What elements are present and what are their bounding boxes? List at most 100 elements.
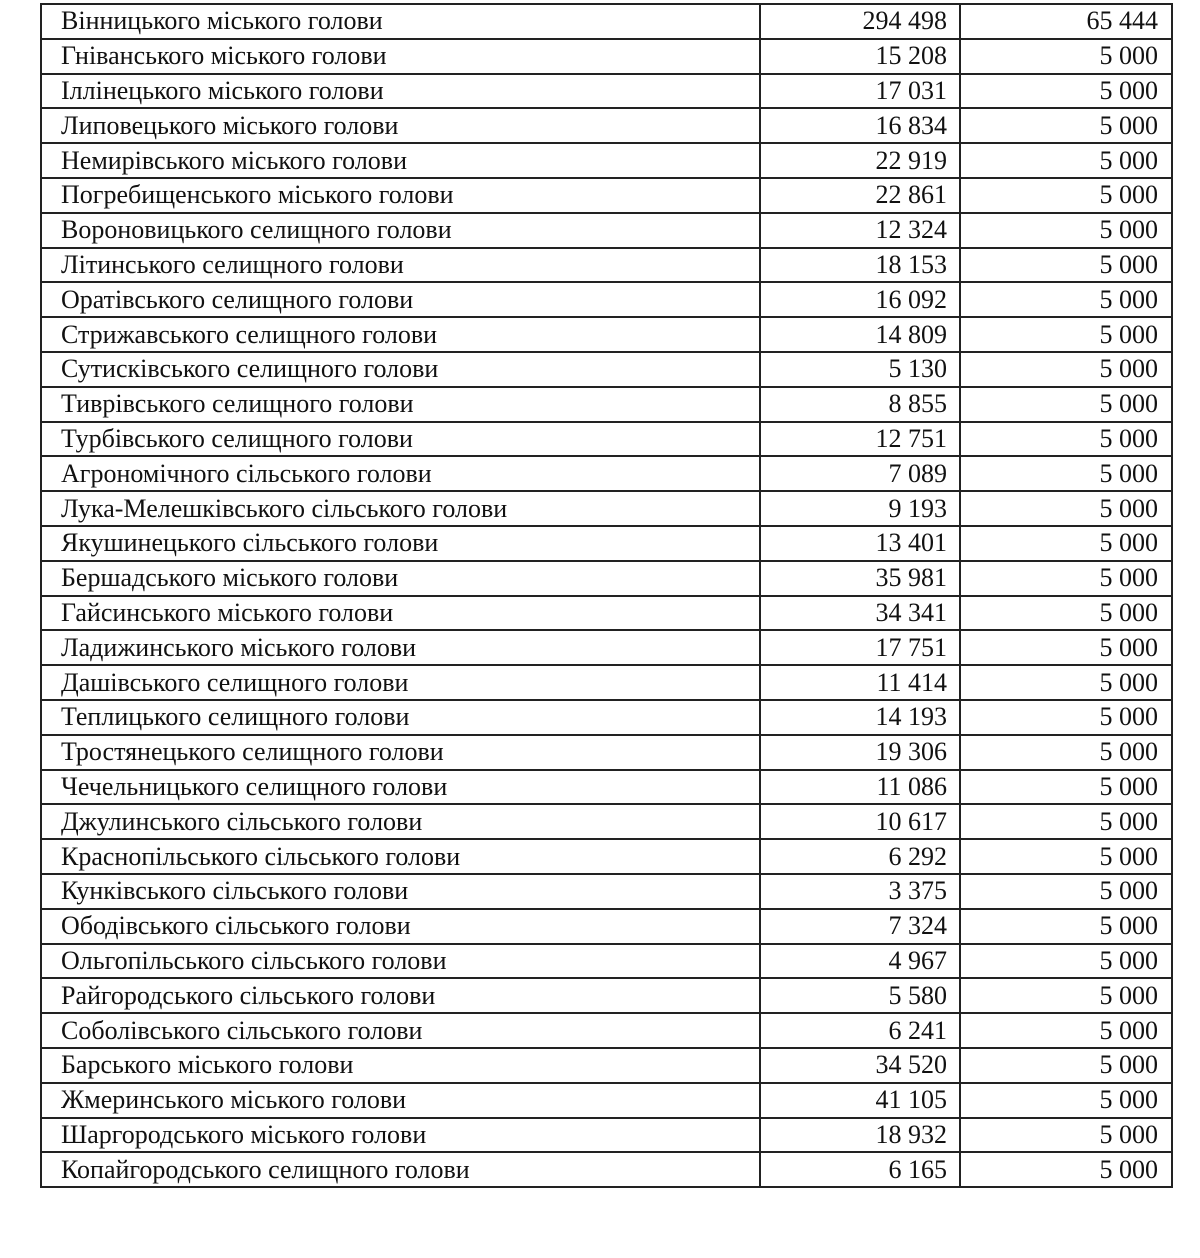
row-name-cell: Вінницького міського голови <box>40 3 761 40</box>
amount-cell: 5 000 <box>959 350 1173 388</box>
amount-cell: 5 000 <box>959 768 1173 806</box>
row-name-cell: Іллінецького міського голови <box>40 72 761 110</box>
row-name-cell: Соболівського сільського голови <box>40 1012 761 1049</box>
table-row: Шаргородського міського голови 18 932 5 00… <box>40 1116 1173 1154</box>
population-cell: 12 751 <box>759 420 961 458</box>
table-row: Оратівського селищного голови 16 092 5 000 <box>40 281 1173 319</box>
table-row: Лука-Мелешківського сільського голови 9 1… <box>40 490 1173 527</box>
population-cell: 4 967 <box>759 942 961 980</box>
table-row: Ладижинського міського голови 17 751 5 000 <box>40 629 1173 667</box>
table-row: Іллінецького міського голови 17 031 5 000 <box>40 72 1173 110</box>
table-row: Райгородського сільського голови 5 580 5 0… <box>40 977 1173 1015</box>
row-name-cell: Дашівського селищного голови <box>40 664 761 701</box>
row-name-cell: Бершадського міського голови <box>40 559 761 597</box>
row-name-cell: Ольгопільського сільського голови <box>40 942 761 980</box>
table-row: Теплицького селищного голови 14 193 5 000 <box>40 698 1173 736</box>
population-cell: 6 241 <box>759 1012 961 1049</box>
row-name-cell: Копайгородського селищного голови <box>40 1151 761 1189</box>
row-name-cell: Лука-Мелешківського сільського голови <box>40 490 761 527</box>
amount-cell: 5 000 <box>959 594 1173 632</box>
amount-cell: 5 000 <box>959 977 1173 1015</box>
row-name-cell: Тростянецького селищного голови <box>40 733 761 771</box>
table-row: Соболівського сільського голови 6 241 5 00… <box>40 1012 1173 1049</box>
table-row: Жмеринського міського голови 41 105 5 000 <box>40 1081 1173 1119</box>
population-cell: 7 089 <box>759 455 961 493</box>
population-cell: 11 414 <box>759 664 961 701</box>
row-name-cell: Погребищенського міського голови <box>40 176 761 214</box>
table-row: Літинського селищного голови 18 153 5 000 <box>40 246 1173 284</box>
amount-cell: 5 000 <box>959 733 1173 771</box>
population-cell: 16 834 <box>759 107 961 145</box>
population-cell: 8 855 <box>759 385 961 423</box>
table-row: Турбівського селищного голови 12 751 5 000 <box>40 420 1173 458</box>
population-cell: 18 153 <box>759 246 961 284</box>
population-cell: 34 341 <box>759 594 961 632</box>
table-row: Копайгородського селищного голови 6 165 5 … <box>40 1151 1173 1189</box>
row-name-cell: Барського міського голови <box>40 1046 761 1084</box>
amount-cell: 5 000 <box>959 1046 1173 1084</box>
amount-cell: 5 000 <box>959 37 1173 75</box>
table-row: Вороновицького селищного голови 12 324 5 0… <box>40 211 1173 249</box>
table-row: Чечельницького селищного голови 11 086 5 0… <box>40 768 1173 806</box>
population-cell: 34 520 <box>759 1046 961 1084</box>
table-row: Вінницького міського голови 294 498 65 444 <box>40 3 1173 40</box>
table-row: Тростянецького селищного голови 19 306 5 0… <box>40 733 1173 771</box>
population-cell: 294 498 <box>759 3 961 40</box>
population-cell: 5 580 <box>759 977 961 1015</box>
population-cell: 6 292 <box>759 838 961 875</box>
amount-cell: 5 000 <box>959 1081 1173 1119</box>
table-row: Краснопільського сільського голови 6 292 5… <box>40 838 1173 875</box>
row-name-cell: Тиврівського селищного голови <box>40 385 761 423</box>
amount-cell: 5 000 <box>959 385 1173 423</box>
amount-cell: 5 000 <box>959 838 1173 875</box>
row-name-cell: Краснопільського сільського голови <box>40 838 761 875</box>
table-row: Барського міського голови 34 520 5 000 <box>40 1046 1173 1084</box>
amount-cell: 65 444 <box>959 3 1173 40</box>
amount-cell: 5 000 <box>959 420 1173 458</box>
amount-cell: 5 000 <box>959 1012 1173 1049</box>
table-row: Стрижавського селищного голови 14 809 5 00… <box>40 316 1173 353</box>
row-name-cell: Теплицького селищного голови <box>40 698 761 736</box>
table-row: Сутисківського селищного голови 5 130 5 00… <box>40 350 1173 388</box>
population-cell: 18 932 <box>759 1116 961 1154</box>
amount-cell: 5 000 <box>959 629 1173 667</box>
amount-cell: 5 000 <box>959 803 1173 841</box>
population-cell: 19 306 <box>759 733 961 771</box>
table-row: Погребищенського міського голови 22 861 5 … <box>40 176 1173 214</box>
amount-cell: 5 000 <box>959 664 1173 701</box>
row-name-cell: Гайсинського міського голови <box>40 594 761 632</box>
amount-cell: 5 000 <box>959 490 1173 527</box>
amount-cell: 5 000 <box>959 246 1173 284</box>
amount-cell: 5 000 <box>959 1151 1173 1189</box>
population-cell: 22 861 <box>759 176 961 214</box>
amount-cell: 5 000 <box>959 72 1173 110</box>
population-cell: 22 919 <box>759 142 961 179</box>
row-name-cell: Райгородського сільського голови <box>40 977 761 1015</box>
row-name-cell: Кунківського сільського голови <box>40 872 761 910</box>
population-cell: 5 130 <box>759 350 961 388</box>
table-row: Якушинецького сільського голови 13 401 5 0… <box>40 524 1173 562</box>
population-cell: 17 031 <box>759 72 961 110</box>
population-cell: 11 086 <box>759 768 961 806</box>
population-cell: 14 193 <box>759 698 961 736</box>
row-name-cell: Липовецького міського голови <box>40 107 761 145</box>
population-cell: 41 105 <box>759 1081 961 1119</box>
table-row: Немирівського міського голови 22 919 5 000 <box>40 142 1173 179</box>
population-cell: 35 981 <box>759 559 961 597</box>
population-cell: 17 751 <box>759 629 961 667</box>
row-name-cell: Чечельницького селищного голови <box>40 768 761 806</box>
row-name-cell: Вороновицького селищного голови <box>40 211 761 249</box>
row-name-cell: Жмеринського міського голови <box>40 1081 761 1119</box>
amount-cell: 5 000 <box>959 281 1173 319</box>
row-name-cell: Агрономічного сільського голови <box>40 455 761 493</box>
amount-cell: 5 000 <box>959 142 1173 179</box>
amount-cell: 5 000 <box>959 107 1173 145</box>
population-cell: 7 324 <box>759 907 961 945</box>
row-name-cell: Гніванського міського голови <box>40 37 761 75</box>
row-name-cell: Якушинецького сільського голови <box>40 524 761 562</box>
table-row: Гайсинського міського голови 34 341 5 000 <box>40 594 1173 632</box>
row-name-cell: Літинського селищного голови <box>40 246 761 284</box>
amount-cell: 5 000 <box>959 455 1173 493</box>
population-cell: 6 165 <box>759 1151 961 1189</box>
amount-cell: 5 000 <box>959 942 1173 980</box>
